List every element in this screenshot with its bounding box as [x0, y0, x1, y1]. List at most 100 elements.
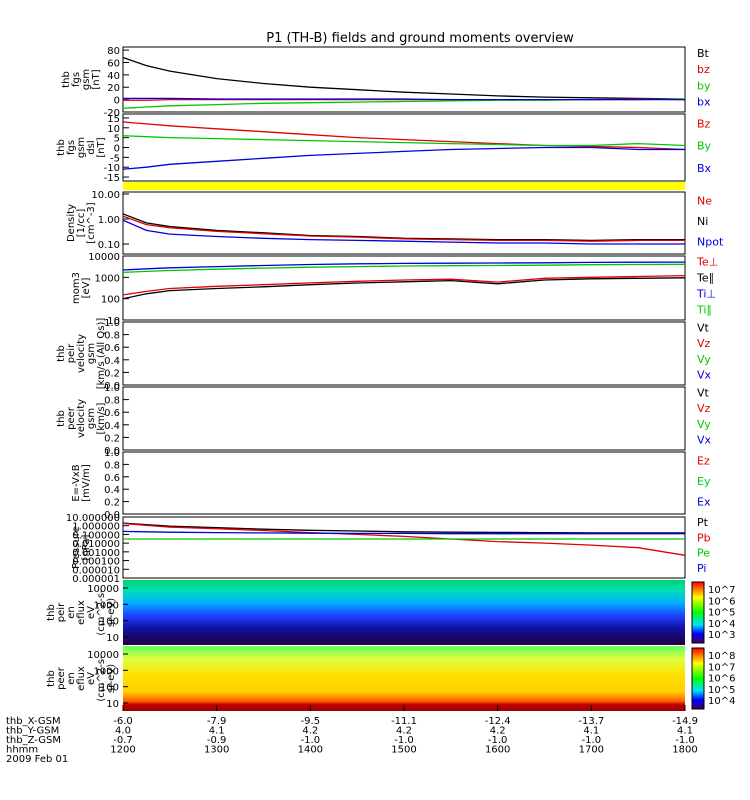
y-axis-label-line: eflux: [76, 666, 87, 691]
row-value: 4.1: [677, 726, 693, 737]
y-tick-label: 0.8: [104, 331, 120, 342]
legend-Ni: Ni: [697, 215, 708, 228]
row-value: 1700: [579, 745, 604, 756]
legend-Pe: Pe: [697, 547, 710, 560]
legend-By: By: [697, 140, 712, 153]
y-tick-label: 0.4: [104, 356, 120, 367]
legend-by: by: [697, 79, 711, 92]
y-axis-label-line: [nT]: [91, 69, 102, 89]
series-Te∥: [122, 277, 686, 300]
y-axis-label-line: fgs: [66, 140, 77, 155]
legend-Vz: Vz: [697, 337, 711, 350]
y-axis-label-line: fgs: [71, 72, 82, 87]
row-value: -9.5: [301, 716, 321, 727]
row-value: 1400: [298, 745, 323, 756]
legend-Npot: Npot: [697, 236, 724, 249]
y-axis-label-line: peer: [56, 666, 67, 690]
row-value: 1200: [110, 745, 135, 756]
row-value: 1500: [391, 745, 416, 756]
row-value: -13.7: [578, 716, 604, 727]
panel-frame: [122, 516, 686, 579]
y-axis-label-line: gsm: [81, 69, 92, 90]
series-Pt: [122, 522, 685, 534]
y-tick-label: 1.0: [104, 448, 120, 459]
y-axis-label-line: [nT]: [96, 137, 107, 157]
y-tick-label: 10000: [87, 584, 119, 595]
y-axis-label-line: peer: [66, 406, 77, 430]
y-tick-label: 10: [106, 633, 119, 644]
y-tick-label: 1.00: [98, 215, 120, 226]
y-axis-label-line: [nPa]: [81, 534, 92, 560]
y-tick-label: 1000: [95, 273, 120, 284]
y-axis-label: thb peir velocity gsm [km/s (All Qs)]: [56, 318, 107, 390]
y-axis-label: thb peir en eflux eV (cm^2-s-sr-eV): [46, 589, 117, 636]
row-value: -0.9: [207, 735, 227, 746]
y-axis-label: thb peer en eflux eV (cm^2-s-sr-eV): [46, 655, 117, 702]
legend-Bz: Bz: [697, 117, 711, 130]
row-value: -1.0: [394, 735, 414, 746]
y-tick-label: 10.00: [91, 190, 120, 201]
row-value: -1.0: [488, 735, 508, 746]
series-Bz: [122, 121, 686, 151]
series-Ti∥: [122, 263, 686, 274]
row-value: -11.1: [391, 716, 417, 727]
y-tick-label: 10: [106, 699, 119, 710]
row-value: 1800: [672, 745, 697, 756]
y-axis-label-line: [eV]: [81, 278, 92, 299]
row-value: -12.4: [485, 716, 511, 727]
y-axis-label-line: thb: [56, 410, 67, 427]
y-tick-label: 40: [107, 71, 120, 82]
y-tick-label: 0.2: [104, 498, 120, 509]
y-tick-label: 0.000100: [72, 557, 120, 568]
series-Pb: [122, 522, 686, 556]
y-tick-label: 0.0: [104, 446, 120, 457]
series-Pi: [122, 530, 685, 535]
series-Te⊥: [122, 274, 686, 296]
series-Bt: [122, 56, 686, 100]
y-tick-label: 1000: [94, 600, 119, 611]
row-value: 4.1: [209, 726, 225, 737]
y-tick-label: 0.001000: [72, 548, 120, 559]
y-axis-label-line: sr-eV): [106, 664, 117, 693]
y-axis-label: E=-VxB [mV/m]: [71, 464, 92, 502]
y-tick-label: 1.000000: [72, 522, 120, 533]
y-tick-label: 0.8: [104, 460, 120, 471]
y-axis-label-line: thb: [46, 670, 57, 687]
panel-frame: [122, 386, 686, 451]
series-Npot: [122, 219, 685, 245]
y-tick-label: 0.000001: [72, 574, 120, 585]
y-axis-label-line: [1/cc]: [76, 209, 87, 238]
legend-Ne: Ne: [697, 194, 712, 207]
colorbar-tick-label: 10^6: [708, 596, 735, 607]
legend-Vy: Vy: [697, 353, 711, 366]
y-tick-label: 10000: [88, 252, 120, 263]
spectrogram: [123, 646, 685, 711]
legend-Pt: Pt: [697, 516, 709, 529]
legend-Pi: Pi: [697, 562, 706, 575]
series-bx: [123, 97, 685, 101]
row-value: 4.1: [583, 726, 599, 737]
y-tick-label: 0.10: [98, 240, 120, 251]
y-axis-label-line: thb: [61, 71, 72, 88]
y-axis-label-line: thb: [56, 139, 67, 156]
row-value: 1600: [485, 745, 510, 756]
panel-frame: [122, 191, 686, 255]
row-value: 4.0: [115, 726, 131, 737]
y-tick-label: 10000: [87, 650, 119, 661]
y-tick-label: 1.0: [104, 318, 120, 329]
y-axis-label-line: [km/s]: [96, 402, 107, 434]
y-axis-label-line: (cm^2-s-: [96, 655, 107, 702]
legend-Ex: Ex: [697, 496, 711, 509]
legend-Te⊥: Te⊥: [696, 256, 718, 269]
y-axis-label: thb fgs gsm dsl [nT]: [56, 137, 107, 158]
y-tick-label: 80: [107, 46, 120, 57]
row-label: hhmm: [6, 745, 38, 756]
y-axis-label-line: eV: [86, 672, 97, 685]
y-tick-label: 10.000000: [66, 513, 120, 524]
y-tick-label: -20: [104, 108, 120, 119]
y-axis-label-line: [km/s (All Qs)]: [96, 318, 107, 390]
row-value: 4.2: [490, 726, 506, 737]
series-By: [122, 135, 686, 147]
